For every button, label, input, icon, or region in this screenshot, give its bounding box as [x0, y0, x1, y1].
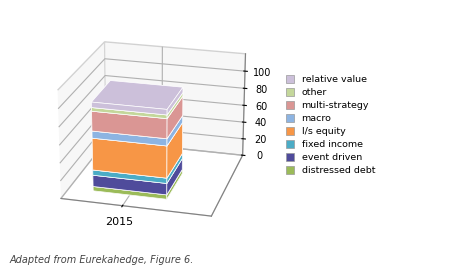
Legend: relative value, other, multi-strategy, macro, l/s equity, fixed income, event dr: relative value, other, multi-strategy, m… — [285, 75, 375, 175]
Text: Adapted from Eurekahedge, Figure 6.: Adapted from Eurekahedge, Figure 6. — [9, 255, 194, 265]
